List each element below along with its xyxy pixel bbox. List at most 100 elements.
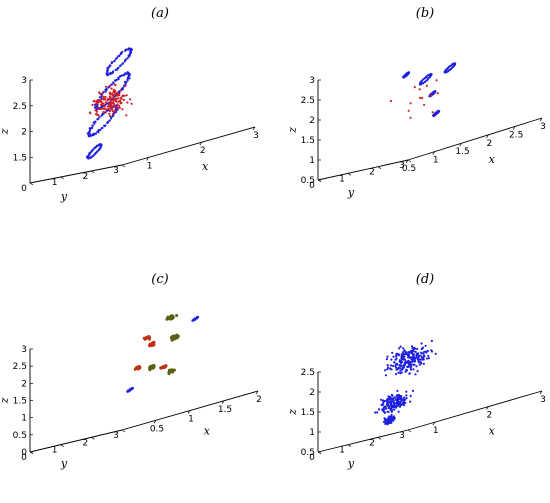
panel-c-point (151, 343, 155, 347)
panel-d-point (397, 410, 400, 413)
panel-a-point (119, 96, 122, 99)
panel-d-point (392, 364, 395, 368)
panel-d-y-tick-label: 2 (369, 438, 375, 448)
panel-c-point (168, 370, 172, 374)
panel-b-x-tick-label: 1 (433, 156, 439, 166)
panel-d-point (409, 360, 412, 364)
panel-b-x-tick (539, 117, 543, 122)
panel-c-y-tick (91, 437, 95, 440)
panel-b-x-label: x (489, 153, 496, 166)
panel-a-y-tick-label: 2 (82, 172, 88, 182)
panel-a-point (129, 52, 132, 55)
panel-a-point (95, 110, 98, 113)
panel-d-point (392, 418, 395, 421)
panel-c-point (127, 390, 130, 393)
panel-a-point (119, 89, 122, 92)
panel-d-point (425, 351, 428, 354)
panel-d-point (402, 356, 405, 359)
panel-b-point (421, 97, 424, 100)
panel-c-x-tick (221, 400, 225, 404)
panel-b-point (430, 94, 433, 97)
panel-d-point (399, 345, 402, 348)
panel-c-z-tick-label: 2 (21, 379, 27, 389)
panel-d-point (397, 404, 400, 407)
panel-a-point (91, 124, 94, 127)
panel-d-point (397, 371, 400, 374)
panel-b-x-tick (486, 134, 489, 138)
panel-a-point (123, 94, 126, 97)
panel-d-z-tick-label: 2 (309, 388, 315, 398)
panel-d-point (397, 354, 401, 357)
panel-a-point (93, 147, 96, 150)
panel-c-point (196, 317, 199, 320)
panel-c-points (126, 314, 200, 393)
panel-a-point (100, 127, 103, 130)
panel-d-point (405, 397, 408, 400)
panel-a-point (109, 64, 112, 67)
panel-d-point (389, 402, 392, 405)
panel-b-point (423, 103, 426, 106)
panel-d-point (406, 365, 409, 368)
panel-d-point (403, 396, 406, 399)
panel-b-point (413, 86, 416, 89)
panel-a-point (127, 47, 130, 50)
panel-c-x-tick-label: 1.5 (218, 405, 232, 415)
panel-a-point (104, 85, 107, 88)
panel-d-x-tick (539, 390, 543, 395)
panel-b-x-tick-label: 0.5 (402, 164, 416, 174)
panel-a-point (96, 99, 99, 102)
panel-d-point (410, 351, 413, 355)
panel-d-point (389, 398, 392, 401)
panel-a-point (130, 102, 133, 105)
panel-b-point (436, 92, 439, 95)
panel-a-point (117, 76, 120, 79)
panel-c-point (170, 338, 174, 342)
panel-d-point (389, 421, 392, 424)
panel-a-point (90, 127, 93, 130)
panel-d-point (405, 351, 408, 354)
panel-a-title: (a) (151, 6, 169, 21)
panel-d-point (405, 394, 408, 397)
panel-b-z-tick-label: 2.5 (301, 96, 315, 106)
panel-a-point (92, 133, 95, 136)
panel-c-y-tick-label: 3 (113, 431, 119, 441)
panel-a-point (99, 128, 102, 131)
panel-d-point (390, 368, 393, 371)
panel-a-point (116, 107, 119, 110)
panel-d-point (398, 347, 401, 350)
panel-a-point (102, 102, 105, 105)
panel-b-y-tick (407, 159, 412, 163)
panel-a-x-tick (252, 126, 256, 131)
panel-d-y-tick-label: 0 (309, 453, 315, 463)
panel-d-x-tick (432, 422, 436, 426)
panel-c: (c) 0.5 1 1.5 2 0 1 2 3 0 0.5 1 1.5 2 2.5 3 x y z (0, 272, 262, 470)
panel-a-point (111, 106, 114, 109)
panel-d-point (394, 406, 398, 409)
panel-a-point (122, 98, 125, 102)
panel-d-point (386, 420, 390, 423)
panel-a-point (104, 90, 107, 93)
panel-a-point (125, 114, 128, 117)
panel-c-x-tick-label: 2 (256, 395, 262, 405)
panel-c-x-tick-label: 0.5 (150, 424, 164, 434)
panel-a-point (125, 94, 128, 97)
panel-d-point (425, 357, 429, 360)
panel-b-y-tick-label: 2 (369, 168, 375, 178)
panel-d-y-axis (317, 429, 409, 453)
panel-d-point (390, 404, 394, 407)
panel-d-point (386, 355, 389, 358)
panel-c-title: (c) (151, 272, 168, 287)
panel-c-y-tick (121, 429, 126, 433)
panel-a-point (113, 109, 117, 112)
panel-a-point (108, 110, 112, 113)
panel-a-point (118, 106, 121, 109)
panel-d-point (411, 349, 414, 352)
panel-b-x-axis (407, 117, 543, 161)
panel-a-point (126, 78, 129, 81)
panel-a-point (112, 105, 115, 108)
panel-d-z-tick-label: 2.5 (301, 368, 315, 378)
panel-b-point (433, 91, 436, 94)
panel-a-point (103, 105, 106, 108)
panel-b-y-tick-label: 0 (309, 181, 315, 191)
panel-a-point (107, 86, 110, 89)
